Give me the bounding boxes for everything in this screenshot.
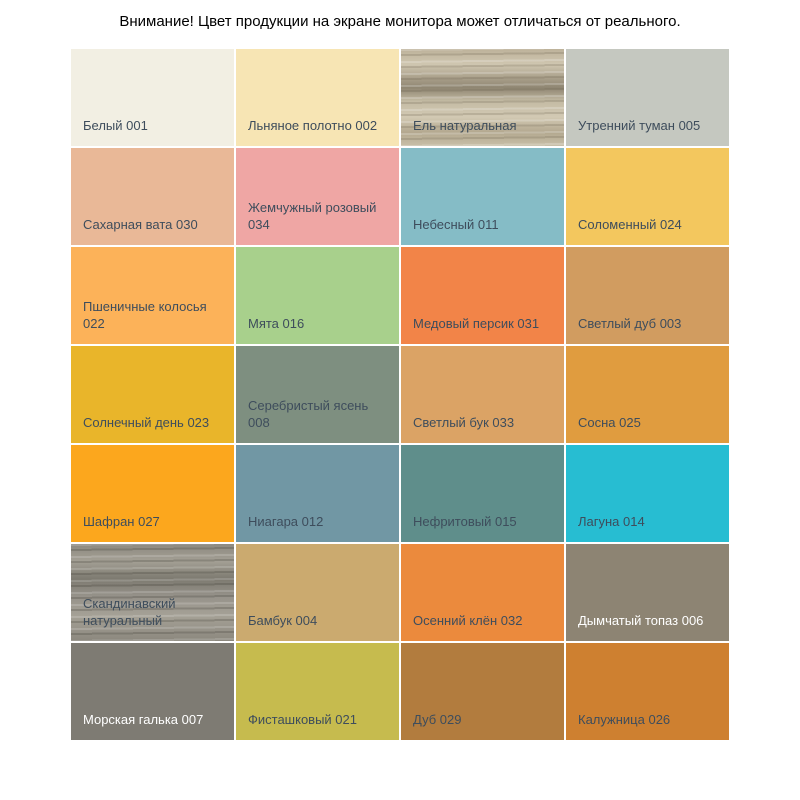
color-swatch: Осенний клён 032 [401,544,564,641]
color-swatch: Жемчужный розовый 034 [236,148,399,245]
swatch-label: Лагуна 014 [578,514,645,530]
swatch-label: Медовый персик 031 [413,316,540,332]
disclaimer-text: Внимание! Цвет продукции на экране монит… [119,13,681,30]
color-swatch: Ель натуральная [401,49,564,146]
color-swatch: Калужница 026 [566,643,729,740]
swatch-label: Нефритовый 015 [413,514,517,530]
swatch-label: Светлый дуб 003 [578,316,682,332]
swatch-label: Калужница 026 [578,712,671,728]
swatch-label: Дуб 029 [413,712,462,728]
swatch-label: Утренний туман 005 [578,118,701,134]
swatch-label: Сосна 025 [578,415,641,431]
swatch-label: Дымчатый топаз 006 [578,613,704,629]
color-swatch: Льняное полотно 002 [236,49,399,146]
swatch-label: Солнечный день 023 [83,415,210,431]
swatch-grid: Белый 001 Льняное полотно 002 Ель натураль… [71,49,729,740]
color-swatch: Светлый бук 033 [401,346,564,443]
swatch-label: Шафран 027 [83,514,160,530]
color-swatch: Серебристый ясень 008 [236,346,399,443]
color-swatch: Шафран 027 [71,445,234,542]
color-swatch: Ниагара 012 [236,445,399,542]
color-swatch: Светлый дуб 003 [566,247,729,344]
color-swatch: Пшеничные колосья 022 [71,247,234,344]
color-swatch: Небесный 011 [401,148,564,245]
color-swatch: Медовый персик 031 [401,247,564,344]
color-swatch: Сахарная вата 030 [71,148,234,245]
color-swatch: Лагуна 014 [566,445,729,542]
color-swatch: Белый 001 [71,49,234,146]
color-swatch: Сосна 025 [566,346,729,443]
swatch-label: Серебристый ясень 008 [248,398,369,431]
swatch-label: Морская галька 007 [83,712,204,728]
color-swatch: Дуб 029 [401,643,564,740]
swatch-label: Жемчужный розовый 034 [248,200,377,233]
color-swatch: Мята 016 [236,247,399,344]
color-swatch: Соломенный 024 [566,148,729,245]
swatch-label: Ниагара 012 [248,514,324,530]
color-swatch: Солнечный день 023 [71,346,234,443]
color-swatch: Утренний туман 005 [566,49,729,146]
swatch-label: Мята 016 [248,316,305,332]
swatch-label: Соломенный 024 [578,217,682,233]
swatch-label: Фисташковый 021 [248,712,357,728]
swatch-label: Бамбук 004 [248,613,318,629]
color-swatch: Нефритовый 015 [401,445,564,542]
swatch-label: Сахарная вата 030 [83,217,198,233]
swatch-label: Белый 001 [83,118,148,134]
swatch-label: Льняное полотно 002 [248,118,378,134]
color-swatch: Скандинавский натуральный [71,544,234,641]
swatch-label: Скандинавский натуральный [83,596,176,629]
color-swatch: Морская галька 007 [71,643,234,740]
color-swatch: Фисташковый 021 [236,643,399,740]
swatch-label: Светлый бук 033 [413,415,515,431]
swatch-label: Пшеничные колосья 022 [83,299,207,332]
swatch-label: Небесный 011 [413,217,499,233]
color-swatch: Бамбук 004 [236,544,399,641]
swatch-label: Осенний клён 032 [413,613,523,629]
color-swatch: Дымчатый топаз 006 [566,544,729,641]
swatch-label: Ель натуральная [413,118,517,134]
